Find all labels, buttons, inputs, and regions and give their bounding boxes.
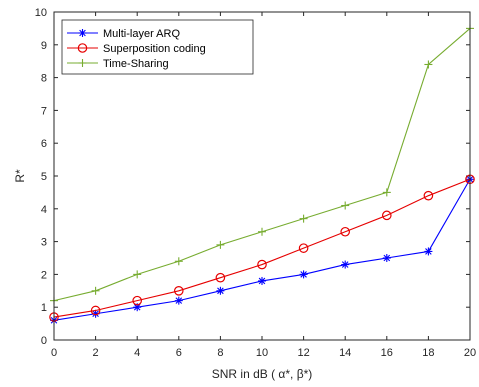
legend-label-2: Time-Sharing [103, 58, 169, 70]
y-tick-label: 7 [41, 105, 47, 117]
series-1-point [174, 285, 184, 296]
x-tick-label: 14 [339, 347, 351, 359]
y-tick-label: 6 [41, 138, 47, 150]
series-line-1 [53, 178, 471, 318]
legend: Multi-layer ARQ Superposition coding Time-… [61, 19, 254, 75]
series-2-point [216, 240, 225, 249]
series-1-point [90, 305, 101, 316]
legend-box [61, 19, 254, 75]
series-0-point [299, 270, 308, 279]
series-1-point [423, 190, 434, 201]
series-0-point [216, 286, 225, 295]
x-tick-label: 16 [381, 347, 393, 359]
series-0-point [258, 276, 266, 285]
series-0-point [382, 254, 391, 262]
y-tick-label: 9 [41, 40, 47, 52]
x-tick-label: 18 [422, 347, 434, 359]
series-2-point [174, 257, 183, 266]
y-tick-label: 5 [41, 171, 47, 183]
legend-marker-2 [78, 59, 87, 67]
x-tick-label: 6 [176, 347, 182, 359]
legend-marker-0 [78, 29, 87, 37]
series-2-point [382, 188, 391, 197]
x-tick-label: 2 [93, 347, 99, 359]
series-2-point [299, 214, 308, 223]
plot-frame [53, 11, 471, 341]
series-1-point [132, 295, 142, 306]
series-2-point [258, 227, 266, 236]
series-2-point [424, 60, 433, 69]
x-tick-label: 4 [134, 347, 140, 359]
series-2-point [341, 201, 350, 210]
series-1-point [340, 226, 350, 237]
y-tick-label: 3 [41, 237, 47, 249]
y-tick-label: 10 [35, 7, 47, 19]
x-axis-label: SNR in dB ( α*, β*) [212, 367, 313, 381]
series-layer [49, 24, 475, 325]
series-1-point [257, 259, 267, 270]
y-tick-label: 0 [41, 335, 47, 347]
series-1-point [215, 272, 226, 283]
series-2-point [133, 270, 142, 279]
legend-label-1: Superposition coding [103, 43, 206, 55]
y-tick-label: 4 [41, 204, 47, 216]
x-tick-label: 12 [297, 347, 309, 359]
series-0-point [424, 247, 433, 256]
y-axis-label: R* [13, 169, 27, 183]
y-tick-label: 2 [41, 269, 47, 281]
series-1-point [381, 210, 392, 221]
x-tick-label: 20 [464, 347, 476, 359]
series-0-point [174, 296, 183, 305]
y-tick-label: 8 [41, 73, 47, 85]
y-tick-label: 1 [41, 302, 47, 314]
legend-marker-1 [77, 43, 88, 53]
series-1-point [298, 243, 309, 253]
legend-label-0: Multi-layer ARQ [103, 28, 180, 40]
series-2-point [91, 286, 100, 295]
x-tick-label: 10 [256, 347, 268, 359]
series-0-point [341, 260, 350, 269]
x-tick-label: 8 [217, 347, 223, 359]
x-tick-label: 0 [51, 347, 57, 359]
